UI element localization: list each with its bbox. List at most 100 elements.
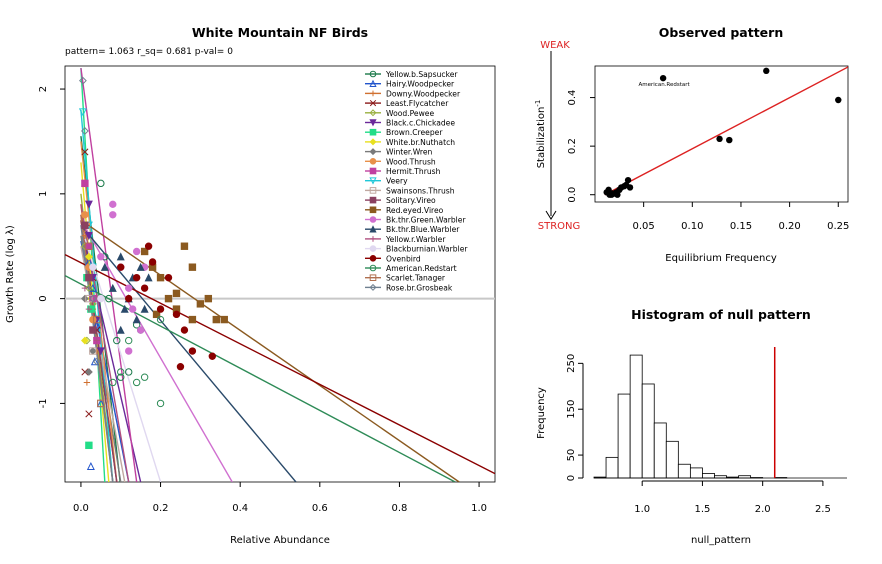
observed-point-13 — [614, 191, 621, 198]
observed-point-17 — [763, 67, 770, 75]
point-hermit-thrush-1 — [85, 242, 93, 250]
observed-y-label-main: Stabilization — [536, 107, 547, 169]
point-hermit-thrush-0 — [81, 179, 89, 188]
point-ovenbird-1 — [125, 294, 133, 303]
legend-label-least-flycatcher: Least.Flycatcher — [386, 99, 449, 108]
point-bk-thr-blue-warbler-6 — [132, 315, 141, 324]
legend-marker-wood-pewee — [369, 109, 377, 117]
point-ovenbird-10 — [188, 347, 197, 355]
main-chart-title: White Mountain NF Birds — [192, 25, 368, 40]
main-x-tick-label: 1.0 — [471, 503, 487, 514]
point-bk-thr-blue-warbler-8 — [140, 304, 149, 313]
observed-x-tick-label: 0.15 — [730, 221, 752, 232]
point-red-eyed-vireo-13 — [152, 310, 161, 319]
histogram-bar-3 — [629, 354, 643, 479]
legend-label-scarlet-tanager: Scarlet.Tanager — [386, 274, 446, 283]
point-ovenbird-2 — [132, 273, 141, 282]
legend-label-bk-thr-green-warbler: Bk.thr.Green.Warbler — [386, 216, 466, 225]
histogram-y-tick-label: 150 — [566, 400, 577, 419]
observed-x-tick-label: 0.05 — [633, 221, 655, 232]
legend-label-swainsons-thrush: Swainsons.Thrush — [386, 186, 455, 195]
point-scarlet-tanager-1 — [93, 315, 101, 324]
legend-marker-black-c-chickadee — [369, 119, 377, 127]
legend-label-solitary-vireo: Solitary.Vireo — [386, 196, 436, 205]
main-chart-subtitle: pattern= 1.063 r_sq= 0.681 p-val= 0 — [65, 47, 233, 57]
point-red-eyed-vireo-3 — [164, 294, 173, 303]
observed-regression-line — [604, 66, 848, 196]
legend-marker-least-flycatcher — [369, 99, 377, 107]
main-y-tick-label: -1 — [38, 398, 49, 408]
point-swainsons-thrush-0 — [85, 294, 93, 303]
fit-line-ovenbird — [65, 253, 495, 475]
point-bk-thr-blue-warbler-1 — [108, 283, 117, 292]
legend-label-hairy-woodpecker: Hairy.Woodpecker — [386, 80, 455, 89]
legend-label-hermit-thrush: Hermit.Thrush — [386, 167, 441, 176]
main-axes: 0.0 0.2 0.4 0.6 0.8 1.0 -1 0 1 2 — [38, 86, 487, 514]
histogram-bar-1 — [605, 456, 619, 479]
point-red-eyed-vireo-2 — [156, 273, 165, 282]
point-blackburnian-warbler-1 — [97, 294, 105, 303]
legend-marker-hermit-thrush — [369, 167, 377, 175]
observed-y-tick-label: 0.4 — [567, 90, 578, 106]
point-yellow-b-sapsucker-4 — [117, 373, 125, 381]
point-ovenbird-12 — [176, 363, 185, 371]
observed-point-14 — [659, 74, 667, 82]
point-downy-woodpecker-4 — [83, 379, 91, 386]
point-ovenbird-7 — [164, 273, 173, 282]
legend-marker-scarlet-tanager — [369, 274, 377, 281]
histogram-bars — [593, 347, 847, 479]
observed-point-16 — [726, 136, 733, 144]
main-plot-frame — [64, 65, 496, 483]
point-swainsons-thrush-1 — [89, 347, 97, 355]
point-black-c-chickadee-0 — [84, 200, 93, 209]
legend-marker-veery — [369, 177, 377, 185]
point-hermit-thrush-2 — [89, 294, 97, 303]
main-x-label: Relative Abundance — [230, 535, 330, 546]
legend-marker-rose-br-grosbeak — [369, 283, 377, 291]
legend-marker-red-eyed-vireo — [369, 206, 377, 214]
point-bk-thr-blue-warbler-2 — [116, 252, 125, 261]
legend-label-ovenbird: Ovenbird — [386, 254, 421, 263]
point-bk-thr-green-warbler-6 — [132, 247, 141, 256]
legend-label-yellow-r-warbler: Yellow.r.Warbler — [385, 235, 446, 244]
point-american-redstart-4 — [156, 399, 165, 408]
main-x-tick-label: 0.2 — [153, 503, 169, 514]
legend-label-winter-wren: Winter.Wren — [386, 148, 433, 157]
point-least-flycatcher-4 — [81, 368, 89, 376]
point-yellow-r-warbler-2 — [93, 337, 101, 344]
point-bk-thr-green-warbler-9 — [125, 347, 133, 355]
point-blackburnian-warbler-0 — [89, 263, 97, 271]
point-wood-thrush-2 — [89, 315, 97, 324]
main-x-tick-label: 0.8 — [391, 503, 407, 514]
point-rose-br-grosbeak-3 — [92, 357, 101, 366]
point-least-flycatcher-5 — [85, 410, 93, 418]
histogram-x-tick-label: 2.5 — [815, 504, 831, 515]
legend-marker-bk-thr-blue-warbler — [369, 225, 377, 233]
legend-marker-winter-wren — [369, 148, 377, 156]
point-bk-thr-green-warbler-5 — [128, 305, 137, 313]
point-red-eyed-vireo-10 — [220, 315, 228, 324]
point-wood-pewee-2 — [84, 284, 93, 293]
observed-points: American.Redstart — [603, 67, 842, 198]
main-x-tick-label: 0.4 — [232, 503, 248, 514]
observed-y-label-superscript: -1 — [534, 100, 542, 107]
histogram-x-tick-label: 1.5 — [694, 504, 710, 515]
point-american-redstart-3 — [140, 373, 149, 381]
observed-point-10 — [626, 184, 634, 191]
legend-label-veery: Veery — [386, 177, 408, 186]
legend-label-white-br-nuthatch: White.br.Nuthatch — [386, 138, 455, 147]
point-hairy-woodpecker-3 — [86, 461, 95, 470]
histogram-y-tick-label: 0 — [566, 475, 577, 481]
observed-point-18 — [835, 96, 842, 104]
observed-point-12 — [609, 190, 616, 197]
histogram-x-tick-label: 2.0 — [755, 504, 771, 515]
point-rose-br-grosbeak-0 — [79, 76, 87, 85]
direction-arrow-head — [545, 210, 557, 220]
legend-label-red-eyed-vireo: Red.eyed.Vireo — [386, 206, 444, 215]
point-bk-thr-blue-warbler-0 — [100, 262, 109, 271]
point-bk-thr-green-warbler-0 — [97, 253, 105, 261]
point-wood-thrush-0 — [81, 211, 89, 219]
main-x-tick-label: 0.6 — [312, 503, 328, 514]
point-scarlet-tanager-2 — [97, 399, 105, 408]
